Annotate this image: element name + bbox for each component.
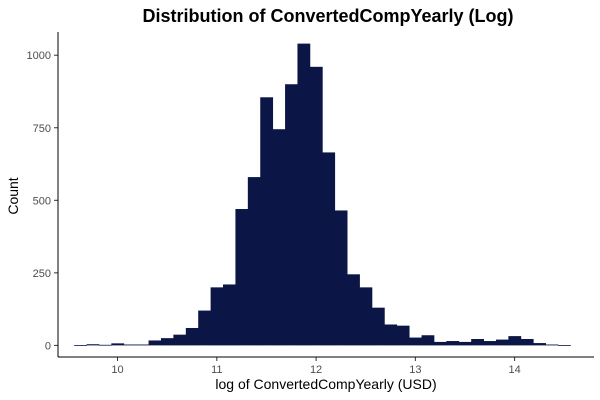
histogram-bar xyxy=(160,338,174,346)
x-axis-ticks: 10 11 12 13 14 xyxy=(111,357,521,376)
x-tick-label: 11 xyxy=(211,364,222,376)
y-axis-ticks: 0 250 500 750 1000 xyxy=(27,50,58,352)
y-tick-label: 0 xyxy=(45,340,51,352)
chart-title: Distribution of ConvertedCompYearly (Log… xyxy=(142,6,513,26)
histogram-bar xyxy=(558,345,571,346)
histogram-bar xyxy=(359,287,373,346)
histogram-bar xyxy=(297,43,311,346)
histogram-bar xyxy=(309,66,323,346)
histogram-bar xyxy=(235,209,249,346)
histogram-bar xyxy=(520,339,534,346)
x-tick-label: 13 xyxy=(409,364,421,376)
histogram-bar xyxy=(409,337,422,346)
histogram-bar xyxy=(446,341,460,346)
y-axis-title: Count xyxy=(5,177,21,214)
histogram-bar xyxy=(433,341,447,346)
histogram-bar xyxy=(74,345,87,346)
histogram-bar xyxy=(533,343,547,346)
histogram-bar xyxy=(198,310,212,346)
histogram-bar xyxy=(111,343,125,346)
x-tick-label: 14 xyxy=(508,364,520,376)
histogram-bar xyxy=(247,177,261,346)
histogram-bar xyxy=(223,284,236,346)
y-tick-label: 500 xyxy=(33,195,51,207)
histogram-bar xyxy=(173,334,187,346)
y-tick-label: 750 xyxy=(33,123,51,135)
histogram-bar xyxy=(123,344,137,346)
histogram-bar xyxy=(334,210,348,346)
histogram-bar xyxy=(371,307,385,346)
histogram-bar xyxy=(421,335,435,346)
histogram-bar xyxy=(396,325,410,346)
y-tick-label: 250 xyxy=(33,268,51,280)
histogram-bar xyxy=(260,97,274,346)
histogram-bar xyxy=(210,287,224,346)
histogram-bar xyxy=(483,341,497,346)
histogram-bar xyxy=(98,344,112,346)
x-tick-label: 12 xyxy=(310,364,322,376)
histogram-bar xyxy=(508,336,522,346)
histogram-bar xyxy=(495,339,509,346)
histogram-bar xyxy=(136,344,149,346)
histogram-bar xyxy=(322,152,336,346)
histogram-bar xyxy=(148,340,162,346)
histogram-bar xyxy=(471,339,484,346)
histogram-bar xyxy=(347,274,360,346)
histogram-bar xyxy=(384,324,398,346)
histogram-bar xyxy=(185,327,199,346)
histogram-bar xyxy=(285,84,298,346)
y-tick-label: 1000 xyxy=(27,50,51,62)
x-axis-title: log of ConvertedCompYearly (USD) xyxy=(215,376,436,392)
x-tick-label: 10 xyxy=(111,364,123,376)
histogram-bar xyxy=(458,341,472,346)
histogram-bar xyxy=(545,344,559,346)
bars-group xyxy=(74,43,571,346)
histogram-bar xyxy=(272,129,286,346)
histogram-bar xyxy=(86,344,100,346)
